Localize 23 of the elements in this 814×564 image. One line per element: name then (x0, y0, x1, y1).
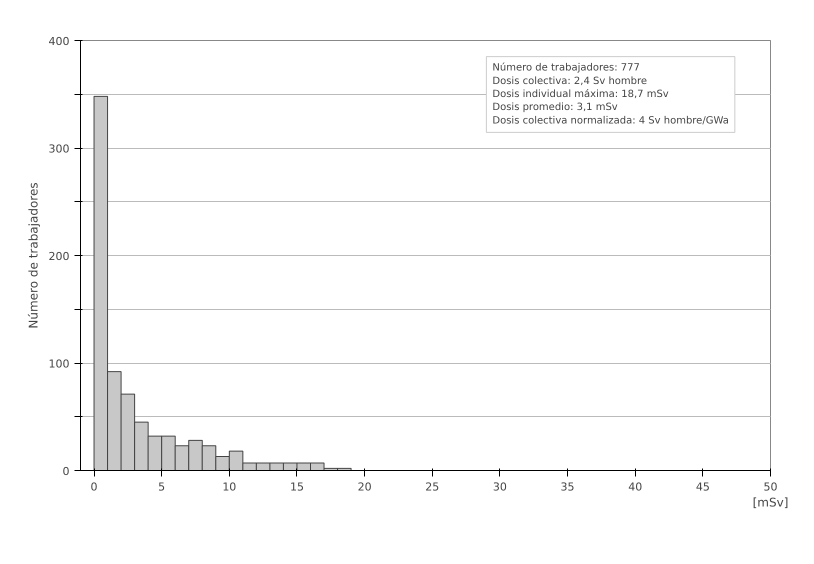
x-tick-label: 25 (425, 480, 440, 494)
annotation: Dosis individual máxima: 18,7 mSv (492, 89, 669, 100)
annotation: Dosis colectiva normalizada: 4 Sv hombre/GWa (492, 115, 729, 126)
y-tick-label: 100 (48, 358, 70, 370)
x-tick-label: 10 (222, 480, 236, 494)
y-axis-title: Número de trabajadores (26, 182, 41, 329)
y-tick-label: 200 (48, 250, 70, 263)
x-tick-label: 35 (560, 480, 575, 494)
x-tick-label: 0 (90, 480, 98, 494)
annotation: Dosis promedio: 3,1 mSv (492, 102, 618, 114)
x-tick-label: 40 (628, 480, 642, 494)
x-tick-label: 15 (290, 480, 304, 494)
y-tick-label: 400 (48, 35, 70, 48)
x-tick-label: 45 (696, 480, 710, 494)
annotation: Número de trabajadores: 777 (492, 62, 640, 74)
y-tick-label: 300 (48, 142, 70, 156)
x-tick-label: 50 (764, 480, 778, 494)
x-tick-label: 30 (492, 480, 507, 494)
x-axis-title: [mSv] (752, 496, 788, 510)
annotation: Dosis colectiva: 2,4 Sv hombre (492, 76, 648, 87)
x-tick-label: 5 (158, 480, 166, 494)
x-tick-label: 20 (358, 480, 372, 494)
y-tick-label: 0 (62, 465, 70, 478)
